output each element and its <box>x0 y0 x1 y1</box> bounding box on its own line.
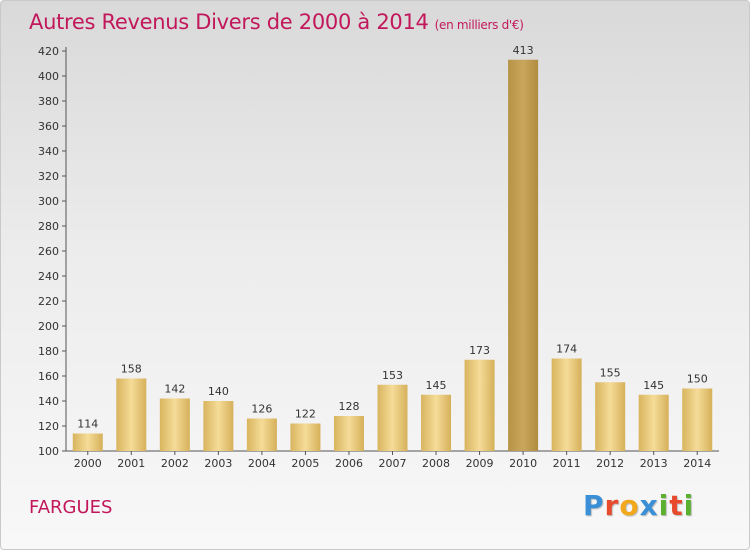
logo-letter: i <box>658 489 670 522</box>
bar-2002 <box>159 398 190 451</box>
data-label-2005: 122 <box>295 408 316 421</box>
bar-2008 <box>421 394 452 451</box>
bar-2013 <box>638 394 669 451</box>
bar-2004 <box>246 418 277 451</box>
data-label-2014: 150 <box>687 373 708 386</box>
x-tick-label-2011: 2011 <box>553 457 581 470</box>
y-tick-label: 100 <box>38 445 59 458</box>
x-tick-label-2001: 2001 <box>117 457 145 470</box>
data-label-2006: 128 <box>338 400 359 413</box>
x-tick-label-2014: 2014 <box>683 457 711 470</box>
bar-2011 <box>551 358 582 451</box>
y-tick-label: 140 <box>38 395 59 408</box>
bar-2014 <box>682 388 713 451</box>
data-label-2002: 142 <box>164 383 185 396</box>
y-tick-label: 380 <box>38 95 59 108</box>
data-label-2013: 145 <box>643 379 664 392</box>
y-tick-label: 400 <box>38 70 59 83</box>
logo-letter: r <box>604 489 620 522</box>
logo-letter: P <box>583 489 605 522</box>
y-tick-label: 260 <box>38 245 59 258</box>
y-tick-label: 280 <box>38 220 59 233</box>
data-label-2003: 140 <box>208 385 229 398</box>
logo-letter: t <box>669 489 684 522</box>
data-label-2007: 153 <box>382 369 403 382</box>
bar-2000 <box>72 433 103 451</box>
x-tick-label-2000: 2000 <box>74 457 102 470</box>
data-label-2009: 173 <box>469 344 490 357</box>
y-tick-label: 300 <box>38 195 59 208</box>
data-label-2000: 114 <box>77 418 98 431</box>
logo-letter: o <box>619 489 640 522</box>
data-label-2011: 174 <box>556 343 577 356</box>
bar-2009 <box>464 359 495 451</box>
x-tick-label-2006: 2006 <box>335 457 363 470</box>
data-label-2012: 155 <box>600 366 621 379</box>
x-tick-label-2003: 2003 <box>204 457 232 470</box>
y-tick-label: 180 <box>38 345 59 358</box>
commune-name: FARGUES <box>29 497 113 518</box>
bar-2005 <box>290 423 321 451</box>
y-tick-label: 220 <box>38 295 59 308</box>
y-tick-label: 340 <box>38 145 59 158</box>
bar-2012 <box>595 382 626 451</box>
logo-letter: i <box>683 489 695 522</box>
bar-2006 <box>333 416 364 451</box>
data-label-2008: 145 <box>426 379 447 392</box>
x-tick-label-2009: 2009 <box>466 457 494 470</box>
data-label-2001: 158 <box>121 363 142 376</box>
x-tick-label-2004: 2004 <box>248 457 276 470</box>
x-tick-label-2010: 2010 <box>509 457 537 470</box>
y-tick-label: 160 <box>38 370 59 383</box>
x-tick-label-2013: 2013 <box>640 457 668 470</box>
y-tick-label: 200 <box>38 320 59 333</box>
y-tick-label: 360 <box>38 120 59 133</box>
bar-2001 <box>116 378 147 451</box>
logo-letter: x <box>639 489 659 522</box>
y-tick-label: 240 <box>38 270 59 283</box>
data-label-2004: 126 <box>251 403 272 416</box>
proxiti-logo: Proxiti <box>583 489 694 522</box>
chart-subtitle: (en milliers d'€) <box>434 18 524 32</box>
chart-title: Autres Revenus Divers de 2000 à 2014 (en … <box>29 10 524 34</box>
y-tick-label: 420 <box>38 45 59 58</box>
title-text: Autres Revenus Divers de 2000 à 2014 <box>29 10 429 34</box>
bar-2007 <box>377 384 408 451</box>
bars: 114 158 142 140 126 122 128 153 145 173 413 174 155 1… <box>72 44 713 451</box>
y-tick-label: 120 <box>38 420 59 433</box>
x-tick-label-2005: 2005 <box>291 457 319 470</box>
x-tick-label-2012: 2012 <box>596 457 624 470</box>
y-tick-label: 320 <box>38 170 59 183</box>
data-label-2010: 413 <box>513 44 534 57</box>
x-tick-label-2008: 2008 <box>422 457 450 470</box>
x-tick-label-2002: 2002 <box>161 457 189 470</box>
x-tick-label-2007: 2007 <box>379 457 407 470</box>
bar-2003 <box>203 401 234 451</box>
axes: 100 120 140 160 180 200 220 240 260 280 300 320 340 3… <box>38 45 719 470</box>
bar-2010 <box>508 59 539 451</box>
